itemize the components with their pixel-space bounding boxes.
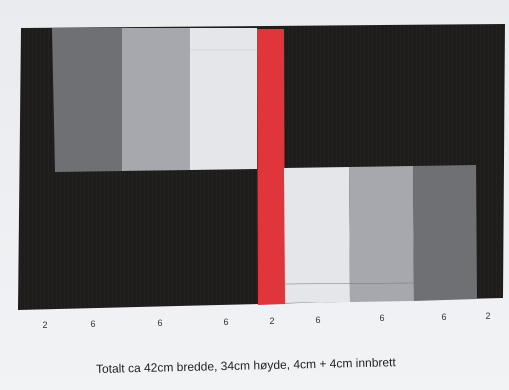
dimension-label: 2 <box>269 316 275 326</box>
dimension-label: 6 <box>157 318 163 328</box>
dimension-label: 6 <box>223 317 229 327</box>
bottom-block-gray-light <box>284 167 350 303</box>
dimension-label: 6 <box>315 315 321 325</box>
dimension-label: 2 <box>485 311 491 321</box>
center-red-stripe <box>257 29 285 305</box>
dimension-label: 6 <box>379 313 385 323</box>
dimension-label: 2 <box>42 320 48 330</box>
dimension-label: 6 <box>90 319 96 329</box>
top-block-gray-light <box>190 28 257 170</box>
bottom-guide-line <box>284 282 415 285</box>
bottom-block-gray-mid <box>349 166 414 302</box>
top-block-gray-mid <box>122 28 190 171</box>
bottom-block-gray-dark <box>413 165 477 301</box>
top-block-gray-dark <box>52 28 122 172</box>
dimension-label: 6 <box>441 312 447 322</box>
